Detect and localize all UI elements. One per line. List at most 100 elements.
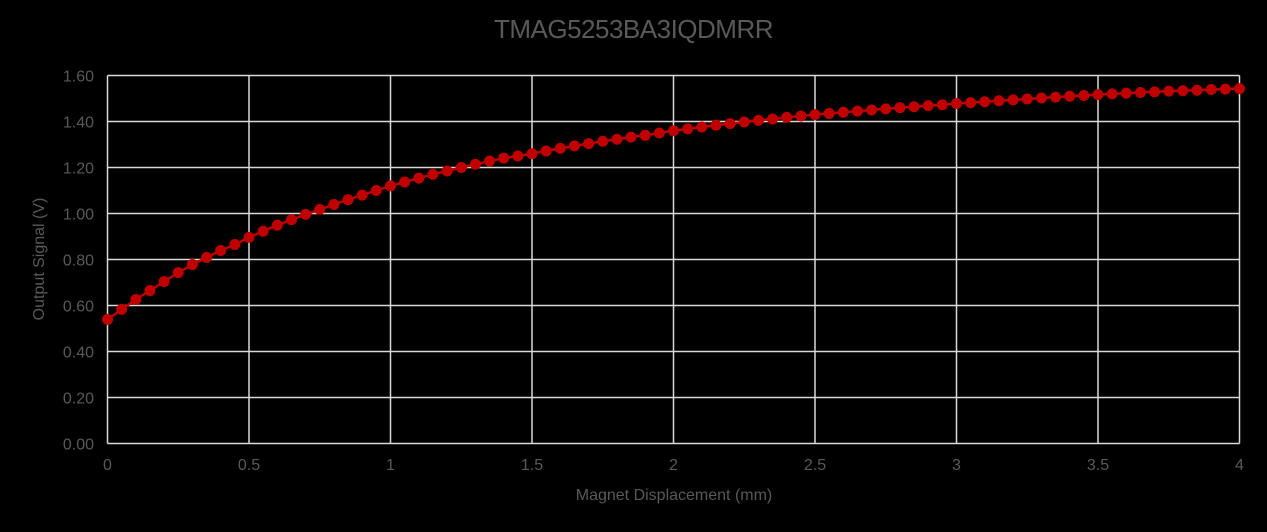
y-tick-label: 0.80 — [63, 253, 94, 270]
data-point-marker — [385, 180, 396, 192]
data-point-marker — [1177, 85, 1189, 97]
data-point-marker — [130, 294, 142, 306]
data-point-marker — [965, 97, 977, 109]
data-point-marker — [597, 135, 609, 147]
data-point-marker — [370, 185, 382, 196]
y-tick-label: 0.40 — [63, 345, 94, 362]
x-tick-label: 1.5 — [521, 457, 543, 474]
y-tick-label: 1.20 — [63, 161, 94, 178]
data-point-marker — [229, 239, 241, 251]
data-point-marker — [399, 176, 411, 188]
x-tick-label: 3 — [952, 457, 961, 474]
data-point-marker — [611, 133, 623, 145]
data-point-marker — [243, 231, 255, 243]
data-point-marker — [427, 168, 439, 180]
y-axis-ticks: 0.00 0.20 0.40 0.60 0.80 1.00 1.20 1.40 1.60 — [63, 69, 94, 454]
data-point-marker — [201, 251, 213, 263]
y-tick-label: 1.40 — [63, 115, 94, 132]
data-point-marker — [342, 194, 354, 206]
data-point-marker — [215, 245, 227, 257]
x-tick-label: 1 — [386, 457, 395, 474]
grid-lines — [106, 74, 1241, 445]
x-axis-ticks: 0 0.5 1 1.5 2 2.5 3 3.5 4 — [103, 457, 1244, 474]
data-point-marker — [1078, 90, 1090, 102]
data-point-marker — [951, 98, 962, 110]
data-point-marker — [484, 155, 496, 167]
data-point-marker — [300, 208, 312, 220]
data-point-marker — [469, 158, 481, 170]
data-point-marker — [172, 267, 184, 279]
data-point-marker — [285, 214, 297, 226]
data-point-marker — [936, 99, 948, 111]
data-point-marker — [441, 165, 453, 177]
data-series — [102, 83, 1245, 326]
data-point-marker — [144, 285, 156, 297]
data-point-marker — [1234, 83, 1245, 95]
data-point-marker — [880, 103, 892, 115]
data-point-marker — [696, 121, 708, 133]
data-point-marker — [1191, 84, 1203, 96]
data-point-marker — [455, 162, 467, 173]
x-tick-label: 3.5 — [1087, 457, 1109, 474]
data-point-marker — [1134, 87, 1146, 99]
data-point-marker — [1035, 92, 1047, 104]
data-point-marker — [1064, 90, 1076, 102]
data-point-marker — [823, 107, 835, 119]
data-point-marker — [512, 150, 524, 162]
data-point-marker — [724, 118, 736, 130]
data-point-marker — [413, 172, 425, 184]
data-point-marker — [1205, 84, 1217, 96]
data-point-marker — [908, 101, 920, 113]
y-tick-label: 1.60 — [63, 69, 94, 86]
data-point-marker — [851, 105, 863, 117]
data-point-marker — [738, 116, 750, 128]
x-tick-label: 0 — [103, 457, 112, 474]
data-point-marker — [625, 131, 637, 143]
data-point-marker — [752, 114, 764, 126]
data-point-marker — [186, 259, 198, 271]
data-point-marker — [710, 119, 722, 131]
data-point-marker — [1050, 91, 1062, 103]
data-point-marker — [271, 219, 283, 231]
data-point-marker — [979, 96, 991, 108]
data-point-marker — [314, 203, 326, 215]
x-tick-label: 0.5 — [238, 457, 260, 474]
data-point-marker — [257, 225, 269, 237]
data-point-marker — [639, 129, 651, 141]
y-tick-label: 1.00 — [63, 207, 94, 224]
data-point-marker — [1021, 93, 1033, 105]
y-tick-label: 0.00 — [63, 437, 94, 454]
y-tick-label: 0.60 — [63, 299, 94, 316]
data-point-marker — [1163, 85, 1175, 97]
data-point-marker — [1092, 89, 1104, 101]
data-point-marker — [1219, 83, 1231, 95]
data-point-marker — [682, 123, 694, 135]
data-point-marker — [328, 199, 340, 211]
data-point-marker — [1007, 94, 1019, 106]
data-point-marker — [102, 314, 113, 326]
data-point-marker — [653, 127, 665, 139]
y-tick-label: 0.20 — [63, 391, 94, 408]
data-point-marker — [583, 138, 595, 150]
x-tick-label: 4 — [1235, 457, 1244, 474]
data-point-marker — [993, 95, 1005, 107]
data-point-marker — [116, 303, 128, 315]
data-point-marker — [1149, 86, 1161, 98]
data-point-marker — [540, 145, 552, 157]
data-point-marker — [554, 142, 566, 154]
data-point-marker — [668, 125, 679, 137]
data-point-marker — [894, 102, 906, 114]
data-point-marker — [526, 148, 538, 160]
data-point-marker — [1106, 88, 1118, 100]
chart-title: TMAG5253BA3IQDMRR — [493, 14, 774, 44]
y-axis-label: Output Signal (V) — [31, 198, 48, 321]
x-tick-label: 2.5 — [804, 457, 826, 474]
data-point-marker — [866, 104, 878, 116]
data-point-marker — [781, 111, 793, 123]
data-point-marker — [1120, 87, 1132, 99]
data-point-marker — [837, 106, 849, 118]
data-point-marker — [767, 113, 779, 125]
x-axis-label: Magnet Displacement (mm) — [576, 487, 773, 504]
data-point-marker — [158, 276, 170, 288]
